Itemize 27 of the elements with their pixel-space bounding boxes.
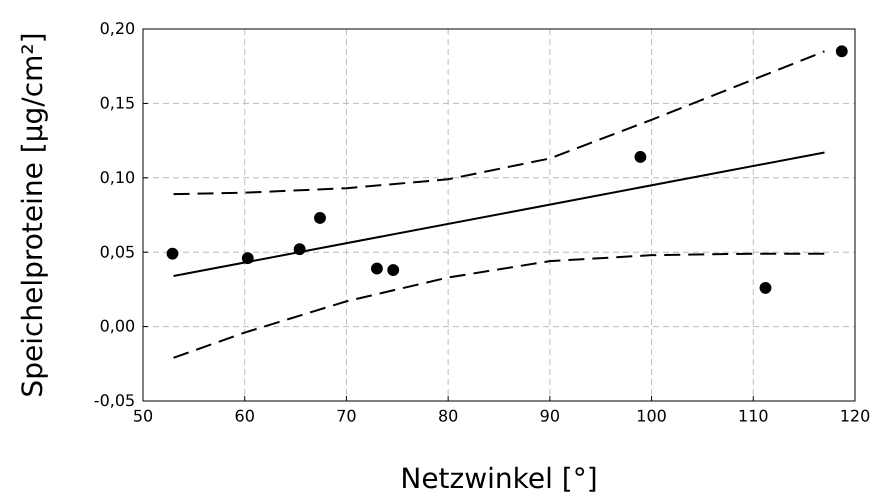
y-tick-label: 0,05 <box>100 242 136 262</box>
line-series <box>172 50 826 196</box>
x-axis-title: Netzwinkel [°] <box>400 462 598 495</box>
x-tick-label: 90 <box>540 406 560 426</box>
x-tick-label: 80 <box>438 406 458 426</box>
line-series <box>172 252 826 359</box>
point <box>371 262 383 274</box>
x-tick-label: 60 <box>234 406 255 426</box>
x-tick-label: 100 <box>636 406 667 426</box>
x-tick-label: 120 <box>840 406 870 426</box>
point <box>294 243 306 256</box>
point <box>760 282 772 294</box>
y-axis-title: Speichelproteine [µg/cm²] <box>16 32 49 398</box>
point <box>166 248 178 260</box>
x-tick-label: 110 <box>738 406 769 426</box>
y-tick-label: 0,00 <box>100 316 136 336</box>
point <box>836 45 848 58</box>
y-tick-label: 0,10 <box>100 168 136 187</box>
y-tick-label: -0,05 <box>94 391 136 410</box>
y-tick-label: 0,15 <box>100 94 136 113</box>
point <box>387 264 400 276</box>
point <box>242 252 254 264</box>
x-tick-label: 50 <box>132 406 154 426</box>
x-tick-label: 70 <box>336 406 357 426</box>
point <box>634 151 646 163</box>
point <box>314 212 326 224</box>
y-tick-label: 0,20 <box>100 19 136 38</box>
